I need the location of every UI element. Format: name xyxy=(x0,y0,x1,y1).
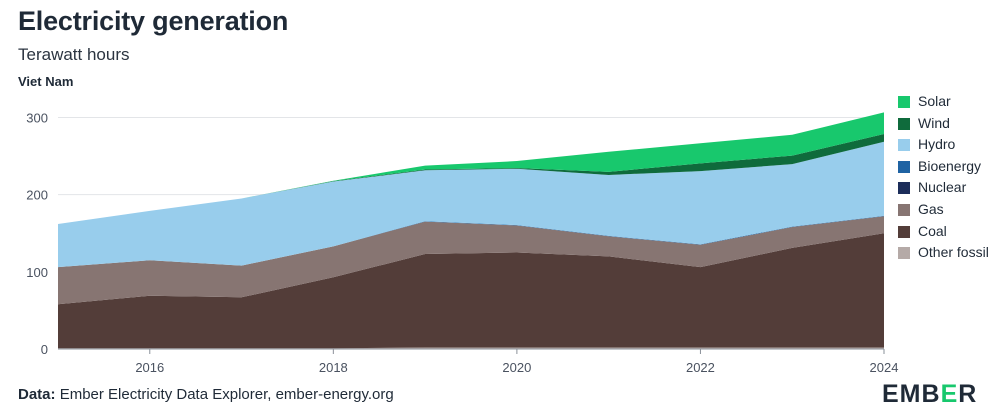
ember-logo: EMBER xyxy=(882,380,977,409)
x-tick-label-2018: 2018 xyxy=(319,360,348,375)
y-tick-label-0: 0 xyxy=(41,342,48,357)
y-tick-label-200: 200 xyxy=(26,188,48,203)
source-text: Ember Electricity Data Explorer, ember-e… xyxy=(59,386,394,403)
chart-title: Electricity generation xyxy=(18,6,289,36)
legend-label-hydro: Hydro xyxy=(918,136,956,153)
source-footer: Data: Ember Electricity Data Explorer, e… xyxy=(18,386,394,403)
legend-label-coal: Coal xyxy=(918,222,947,239)
axis-layer: 0 100 200 300 2016 2018 2020 2022 2024 xyxy=(26,110,898,375)
logo-text-accent: E xyxy=(940,380,959,408)
source-label: Data: xyxy=(18,386,56,403)
legend-item-solar[interactable]: Solar xyxy=(898,94,998,116)
legend-swatch-other-fossil xyxy=(898,247,910,260)
y-tick-label-100: 100 xyxy=(26,265,48,280)
legend-label-solar: Solar xyxy=(918,93,951,109)
legend-item-gas[interactable]: Gas xyxy=(898,200,998,224)
legend-label-nuclear: Nuclear xyxy=(918,179,967,196)
legend-label-other-fossil: Other fossil xyxy=(918,244,989,261)
x-tick-label-2022: 2022 xyxy=(686,360,715,375)
logo-text-start: EMB xyxy=(882,380,941,408)
legend-item-bioenergy[interactable]: Bioenergy xyxy=(898,157,998,181)
logo-text-end: R xyxy=(958,380,978,408)
area-layer xyxy=(58,112,884,349)
legend-item-other-fossil[interactable]: Other fossil xyxy=(898,245,998,267)
x-tick-label-2024: 2024 xyxy=(870,360,899,375)
legend-item-coal[interactable]: Coal xyxy=(898,222,998,246)
x-tick-label-2016: 2016 xyxy=(135,360,164,375)
legend-label-bioenergy: Bioenergy xyxy=(918,157,982,174)
legend: Solar Wind Hydro Bioenergy Nuclear Gas C… xyxy=(898,94,998,267)
legend-swatch-nuclear xyxy=(898,182,910,195)
chart-subtitle: Terawatt hours xyxy=(18,45,130,64)
legend-swatch-gas xyxy=(898,203,910,216)
region-label: Viet Nam xyxy=(18,74,74,89)
y-tick-label-300: 300 xyxy=(26,110,48,125)
legend-label-wind: Wind xyxy=(918,114,950,131)
area-hydro xyxy=(58,141,884,268)
legend-label-gas: Gas xyxy=(918,200,944,217)
legend-swatch-bioenergy xyxy=(898,160,910,173)
x-tick-label-2020: 2020 xyxy=(502,360,531,375)
legend-item-wind[interactable]: Wind xyxy=(898,114,998,138)
legend-item-hydro[interactable]: Hydro xyxy=(898,137,998,159)
legend-swatch-solar xyxy=(898,96,910,108)
legend-swatch-wind xyxy=(898,117,910,130)
legend-swatch-coal xyxy=(898,225,910,238)
area-coal xyxy=(58,233,884,349)
legend-item-nuclear[interactable]: Nuclear xyxy=(898,180,998,202)
legend-swatch-hydro xyxy=(898,139,910,152)
area-solar xyxy=(58,112,884,224)
area-gas xyxy=(58,216,884,305)
